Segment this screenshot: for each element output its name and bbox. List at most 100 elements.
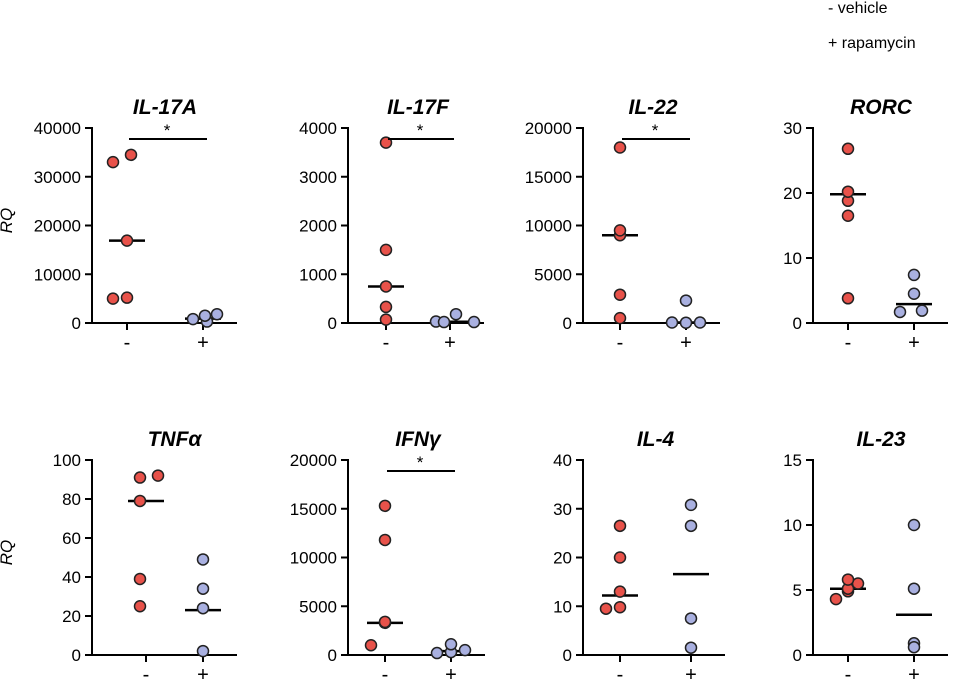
x-tick-label: + [197, 664, 209, 679]
x-tick-label: + [680, 332, 692, 354]
data-point-rapamycin [196, 553, 210, 566]
y-tick-label: 30 [783, 119, 802, 138]
data-point-vehicle [613, 600, 627, 614]
y-tick-label: 10000 [290, 549, 337, 568]
data-point-vehicle [378, 615, 392, 629]
data-point-vehicle [613, 519, 627, 533]
y-tick-label: 15 [783, 451, 802, 470]
chart-panel: TNFα RQ 0 20 40 60 80 100 - + [0, 428, 237, 679]
data-point-vehicle [124, 148, 138, 162]
x-tick-label: + [685, 664, 697, 679]
data-point-vehicle [613, 288, 627, 301]
data-point-vehicle [378, 499, 392, 513]
data-point-vehicle [613, 224, 627, 237]
data-point-vehicle [613, 551, 627, 564]
y-tick-label: 40 [62, 568, 81, 587]
chart-title: IL-23 [856, 428, 905, 451]
x-tick-label: + [445, 664, 457, 679]
data-point-vehicle [133, 471, 147, 484]
data-point-rapamycin [186, 312, 200, 326]
x-tick-label: - [383, 332, 390, 354]
y-tick-label: 2000 [299, 217, 337, 236]
y-tick-label: 20000 [525, 119, 572, 138]
data-point-rapamycin [907, 640, 921, 654]
y-tick-label: 0 [793, 646, 802, 665]
chart-title: TNFα [148, 428, 203, 451]
data-point-vehicle [841, 142, 855, 156]
y-tick-label: 5 [793, 581, 802, 600]
y-tick-label: 0 [72, 646, 81, 665]
y-tick-label: 0 [793, 314, 802, 333]
y-tick-label: 10 [553, 597, 572, 616]
data-point-rapamycin [684, 641, 698, 654]
data-point-vehicle [120, 234, 134, 247]
x-tick-label: - [617, 332, 624, 354]
data-point-vehicle [133, 600, 147, 613]
data-point-rapamycin [907, 518, 921, 532]
y-tick-label: 0 [72, 314, 81, 333]
chart-title: IL-17F [387, 96, 450, 119]
data-point-rapamycin [907, 582, 921, 595]
data-point-vehicle [599, 602, 613, 615]
y-tick-label: 30000 [34, 168, 81, 187]
y-tick-label: 0 [328, 646, 337, 665]
y-tick-label: 20000 [290, 451, 337, 470]
data-point-vehicle [120, 291, 134, 304]
data-point-rapamycin [437, 315, 451, 329]
x-tick-label: - [124, 332, 131, 354]
y-tick-label: 1000 [299, 265, 337, 284]
y-tick-label: 20 [783, 184, 802, 203]
chart-panel: IL-23 0 5 10 15 - + [783, 428, 948, 679]
x-tick-label: - [382, 664, 389, 679]
data-point-vehicle [841, 209, 855, 222]
y-tick-label: 0 [563, 314, 572, 333]
chart-panel: IL-4 0 10 20 30 40 - + [553, 428, 725, 679]
y-tick-label: 20000 [34, 217, 81, 236]
significance-star: * [417, 453, 424, 472]
x-tick-label: - [845, 664, 852, 679]
y-tick-label: 10 [783, 249, 802, 268]
data-point-rapamycin [449, 307, 463, 321]
y-tick-label: 10000 [525, 217, 572, 236]
x-tick-label: - [143, 664, 150, 679]
data-point-rapamycin [907, 268, 921, 282]
significance-star: * [652, 121, 659, 140]
data-point-rapamycin [693, 316, 707, 329]
data-point-rapamycin [665, 316, 679, 329]
y-tick-label: 40 [553, 451, 572, 470]
y-tick-label: 5000 [534, 265, 572, 284]
data-point-vehicle [841, 573, 855, 586]
data-point-vehicle [133, 572, 147, 586]
y-tick-label: 10000 [34, 265, 81, 284]
data-point-vehicle [841, 185, 855, 198]
y-tick-label: 10 [783, 516, 802, 535]
data-point-vehicle [106, 155, 120, 169]
x-tick-label: + [444, 332, 456, 354]
significance-star: * [164, 121, 171, 140]
data-point-vehicle [829, 592, 843, 606]
y-tick-label: 0 [328, 314, 337, 333]
data-point-rapamycin [684, 498, 698, 512]
data-point-rapamycin [467, 315, 481, 329]
y-tick-label: 3000 [299, 168, 337, 187]
data-point-rapamycin [196, 644, 210, 658]
y-tick-label: 20 [62, 607, 81, 626]
data-point-vehicle [613, 311, 627, 325]
chart-panel: IL-17F 0 1000 2000 3000 4000 - + * [299, 96, 484, 354]
chart-panel: IL-22 0 5000 10000 15000 20000 - + * [525, 96, 720, 354]
y-axis-label: RQ [0, 208, 16, 234]
data-point-vehicle [841, 292, 855, 305]
data-point-rapamycin [915, 304, 929, 317]
data-point-rapamycin [679, 294, 693, 307]
y-tick-label: 100 [53, 451, 81, 470]
y-tick-label: 40000 [34, 119, 81, 138]
data-point-vehicle [613, 585, 627, 598]
data-point-rapamycin [210, 307, 224, 321]
chart-title: IL-4 [637, 428, 675, 451]
y-tick-label: 4000 [299, 119, 337, 138]
data-point-vehicle [379, 243, 393, 257]
chart-title: IL-17A [133, 96, 197, 119]
data-point-vehicle [133, 494, 147, 508]
x-tick-label: - [845, 332, 852, 354]
